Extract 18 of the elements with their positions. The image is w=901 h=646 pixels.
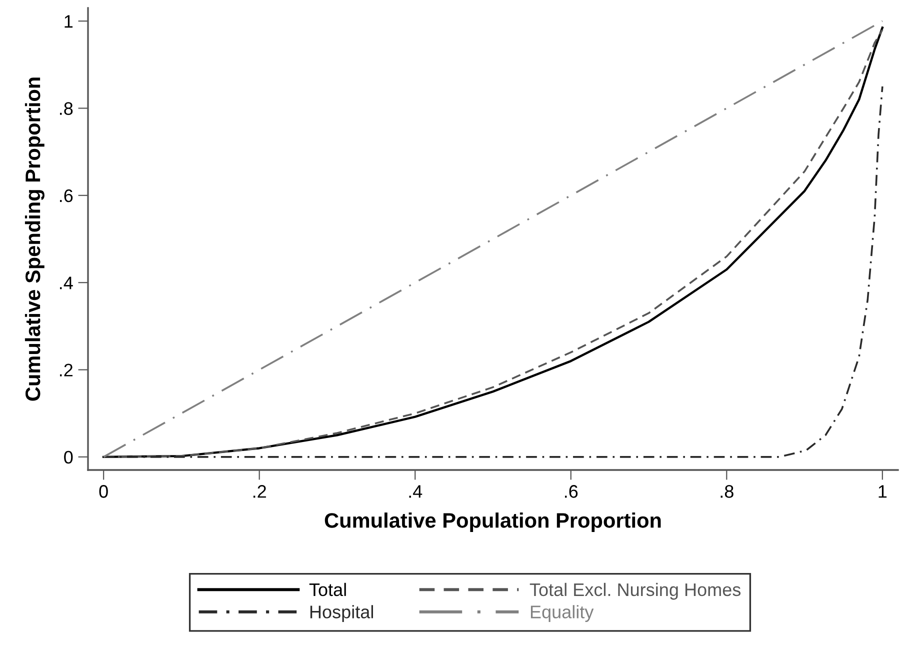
y-tick-label: .4 xyxy=(60,276,73,290)
y-tick-label: .6 xyxy=(60,189,73,202)
y-tick-label: .8 xyxy=(60,102,73,115)
x-tick-label: .8 xyxy=(720,485,734,498)
y-axis-title: Cumulative Spending Proportion xyxy=(24,78,44,401)
text: Hospital xyxy=(310,605,373,622)
y-tick-label: .2 xyxy=(60,364,73,376)
x-tick-label: .2 xyxy=(253,485,266,498)
x-tick-label: 1 xyxy=(878,485,887,498)
x-tick-label: .6 xyxy=(565,485,578,498)
x-tick-label: 0 xyxy=(99,485,108,498)
text: Total xyxy=(309,582,346,596)
x-tick-label: .4 xyxy=(409,485,422,498)
text: Equality xyxy=(530,605,594,622)
y-tick-label: 0 xyxy=(64,450,73,464)
x-axis-title: Cumulative Population Proportion xyxy=(324,512,661,532)
text: Total Excl. Nursing Homes xyxy=(530,582,741,600)
y-tick-label: 1 xyxy=(64,15,73,28)
